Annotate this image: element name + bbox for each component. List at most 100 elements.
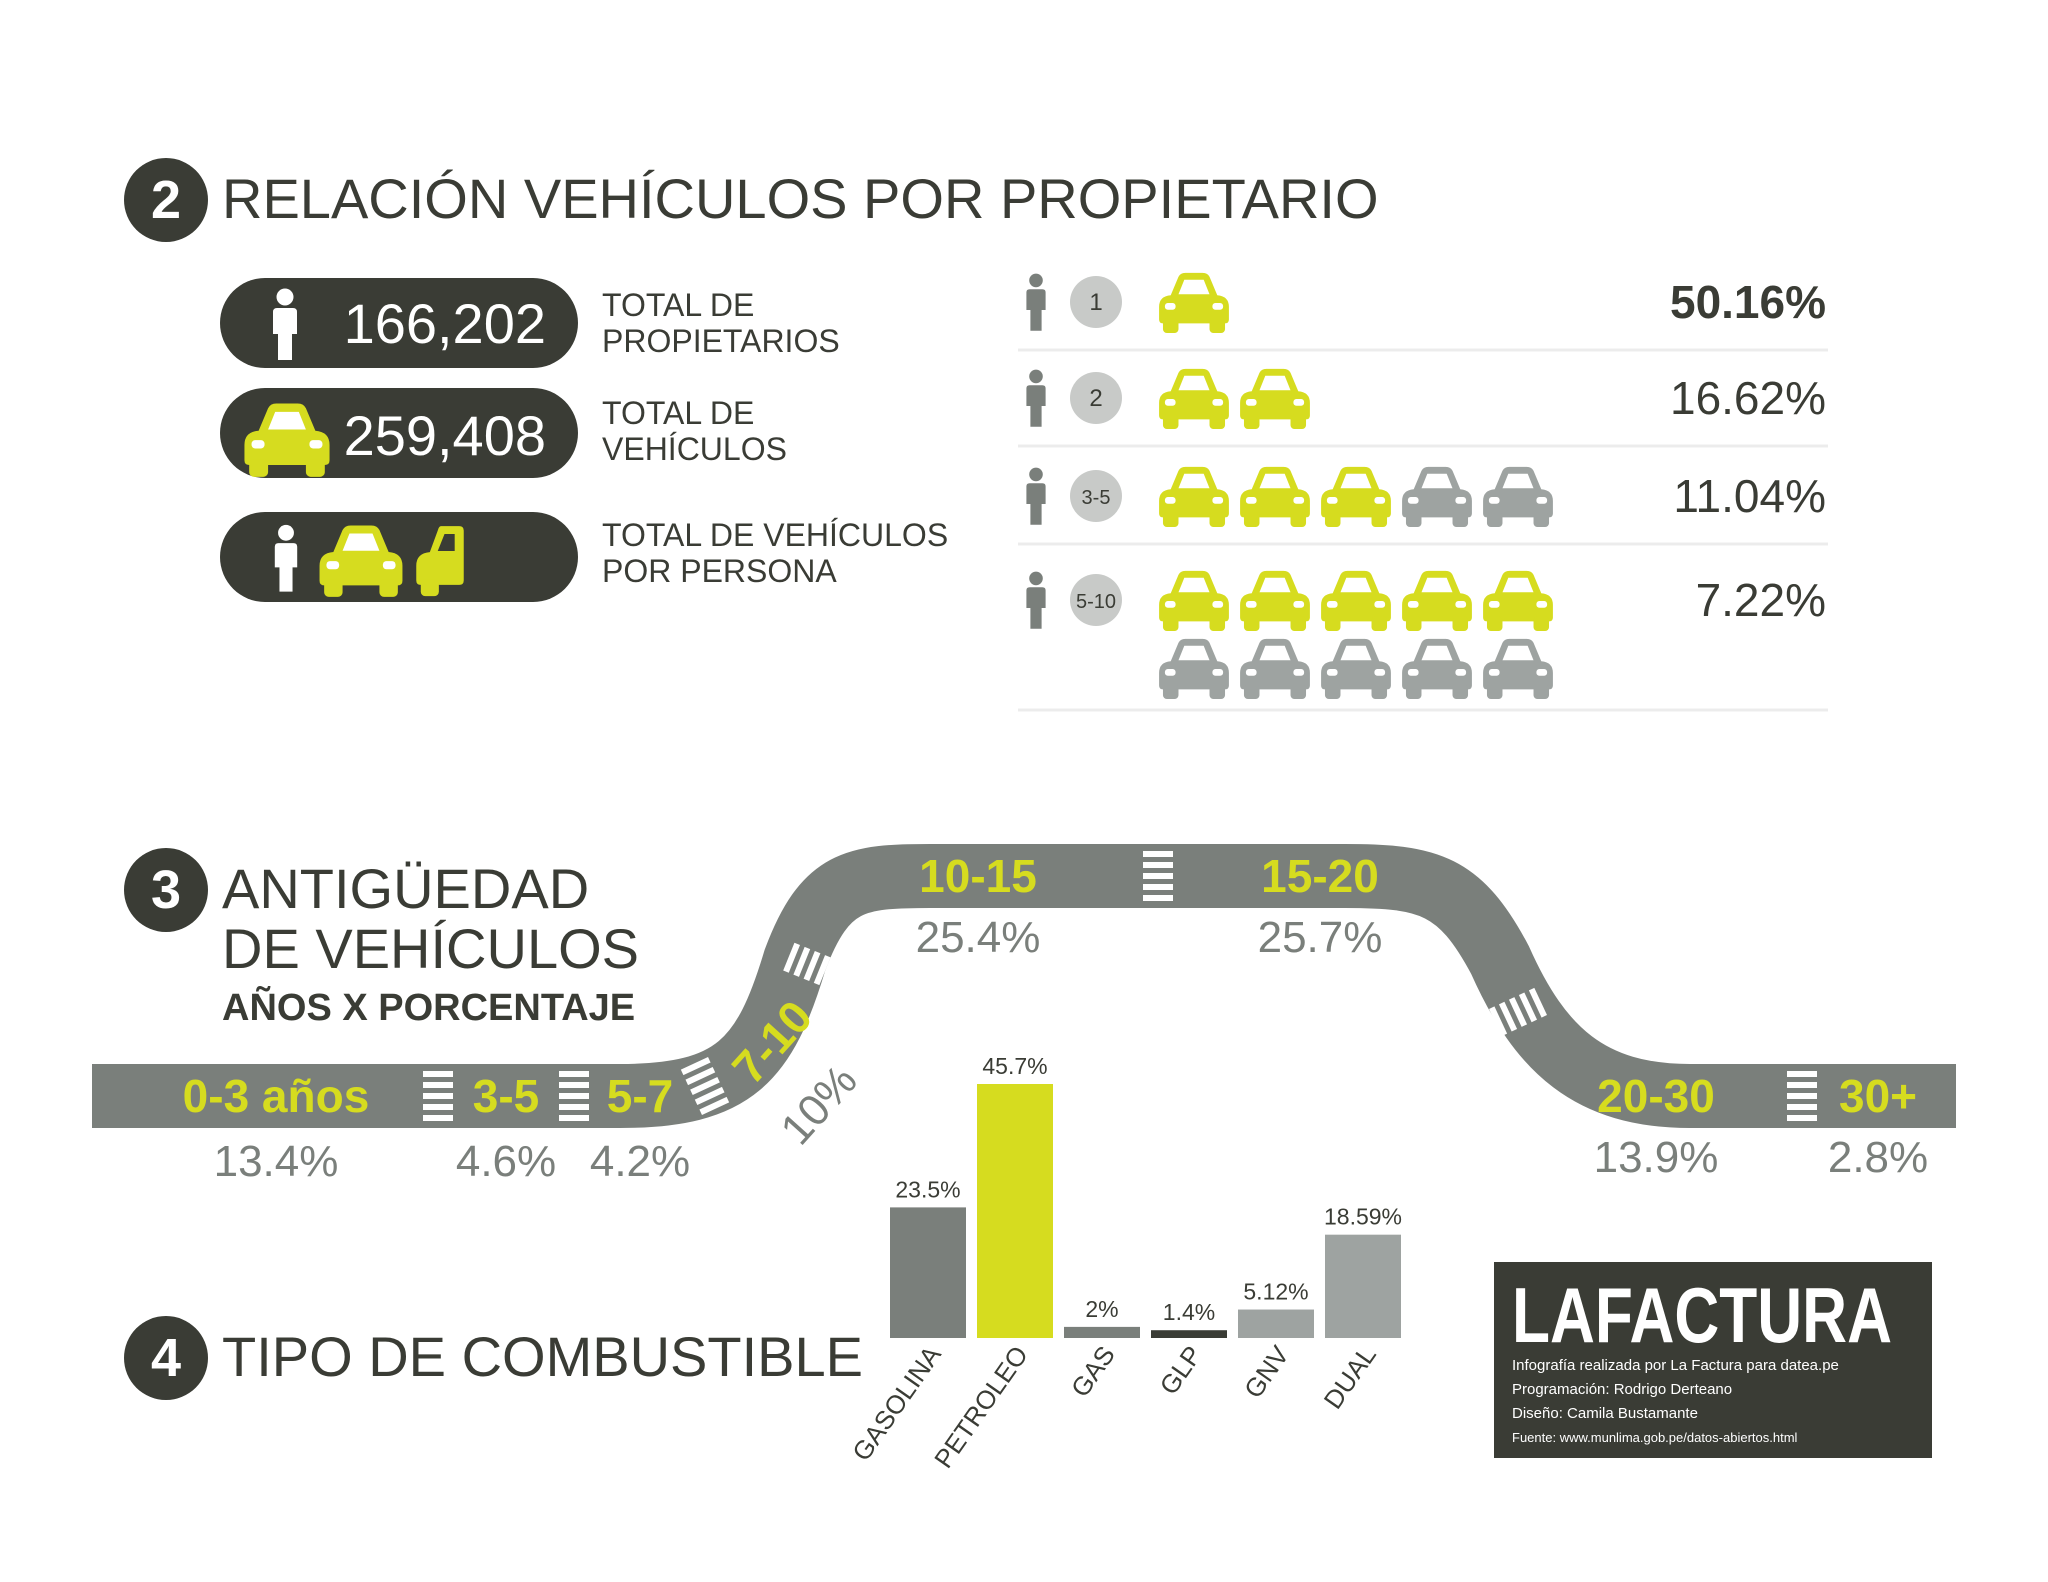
crosswalk-stripe (1518, 992, 1538, 1023)
owner-percent: 11.04% (1673, 470, 1826, 522)
credits-line: Diseño: Camila Bustamante (1512, 1405, 1698, 1422)
crosswalk-stripe (1787, 1082, 1817, 1088)
section3-title-line1: ANTIGÜEDAD (222, 857, 589, 920)
crosswalk-stripe (1143, 895, 1173, 901)
vehicle-icon (1321, 638, 1391, 700)
crosswalk (783, 942, 841, 990)
owner-percent: 16.62% (1670, 372, 1826, 424)
owner-count-label: 3-5 (1082, 487, 1111, 509)
crosswalk-stripe (699, 1096, 730, 1115)
fuel-bar (890, 1207, 966, 1338)
stat-label-line2: POR PERSONA (602, 553, 837, 589)
vehicle-icon (1402, 638, 1472, 700)
crosswalk-stripe (680, 1057, 711, 1076)
crosswalk-stripe (1143, 884, 1173, 890)
crosswalk (559, 1071, 589, 1121)
section2-title: RELACIÓN VEHÍCULOS POR PROPIETARIO (222, 167, 1379, 230)
crosswalk-stripe (1143, 862, 1173, 868)
crosswalk-stripe (1498, 1001, 1518, 1032)
age-percent-label: 13.9% (1594, 1133, 1719, 1182)
crosswalk-stripe (685, 1066, 716, 1086)
owner-count-badge (1070, 574, 1122, 626)
stat-total-owners: 166,202 TOTAL DE PROPIETARIOS (220, 278, 840, 368)
age-range-label: 0-3 años (183, 1070, 370, 1122)
vehicle-icon (1402, 570, 1472, 632)
age-range-label: 3-5 (473, 1070, 539, 1122)
age-percent-label: 4.6% (456, 1137, 556, 1186)
fuel-bar (1238, 1309, 1314, 1338)
vehicle-icon (1402, 466, 1472, 528)
vehicle-icon (1240, 570, 1310, 632)
owner-percent: 50.16% (1670, 276, 1826, 328)
stat-value: 259,408 (344, 404, 546, 467)
stat-value: 166,202 (344, 292, 546, 355)
crosswalk-stripe (823, 959, 841, 990)
owner-person-icon (1026, 467, 1046, 525)
credits-background (1494, 1262, 1932, 1458)
crosswalk-stripe (690, 1076, 720, 1096)
fuel-category-label: GNV (1238, 1340, 1295, 1404)
crosswalk-stripe (559, 1093, 589, 1099)
section4-title: TIPO DE COMBUSTIBLE (222, 1325, 863, 1388)
road-crosswalks (423, 851, 1817, 1121)
crosswalk (1787, 1071, 1817, 1121)
crosswalk-stripe (423, 1082, 453, 1088)
vehicle-icon (1159, 466, 1229, 528)
crosswalk-stripe (1787, 1071, 1817, 1077)
crosswalk-stripe (423, 1093, 453, 1099)
fuel-bar-value: 18.59% (1324, 1204, 1402, 1230)
vehicle-icon (1159, 570, 1229, 632)
owner-count-label: 5-10 (1076, 591, 1116, 613)
crosswalk-stripe (1508, 997, 1528, 1027)
stat-label-line1: TOTAL DE VEHÍCULOS (602, 517, 948, 553)
stat-label-line1: TOTAL DE (602, 287, 754, 323)
credits-line: Infografía realizada por La Factura para… (1512, 1357, 1839, 1374)
age-percent-label: 2.8% (1828, 1133, 1928, 1182)
age-percent-label: 10% (771, 1056, 866, 1154)
fuel-bar (1151, 1330, 1227, 1338)
crosswalk-stripe (813, 955, 831, 986)
fuel-bar-value: 45.7% (982, 1053, 1047, 1079)
fuel-bar (1064, 1326, 1140, 1338)
crosswalk-stripe (694, 1086, 725, 1106)
stat-label-line1: TOTAL DE (602, 395, 754, 431)
section3-number: 3 (151, 860, 181, 920)
age-range-label: 5-7 (607, 1070, 673, 1122)
crosswalk-stripe (1143, 873, 1173, 879)
crosswalk-stripe (1787, 1093, 1817, 1099)
vehicle-icon (1159, 368, 1229, 430)
crosswalk (1489, 987, 1547, 1037)
section3-title-line2: DE VEHÍCULOS (222, 917, 639, 980)
crosswalk-stripe (559, 1071, 589, 1077)
age-road (92, 844, 1956, 1128)
credits-line: Programación: Rodrigo Derteano (1512, 1381, 1732, 1398)
crosswalk-stripe (1787, 1104, 1817, 1110)
fuel-bar-value: 23.5% (895, 1176, 960, 1202)
crosswalk (680, 1057, 730, 1115)
stat-vehicles-per-person: TOTAL DE VEHÍCULOS POR PERSONA (220, 512, 948, 602)
vehicle-icon (1240, 368, 1310, 430)
crosswalk-stripe (1143, 851, 1173, 857)
fuel-bar (1325, 1234, 1401, 1338)
owner-count-badge (1070, 470, 1122, 522)
fuel-bar-chart: 23.5%GASOLINA45.7%PETROLEO2%GAS1.4%GLP5.… (846, 1053, 1402, 1473)
fuel-category-label: GAS (1065, 1340, 1121, 1402)
crosswalk-stripe (1787, 1115, 1817, 1121)
fuel-bar-value: 2% (1085, 1296, 1118, 1322)
vehicle-icon (1159, 272, 1229, 334)
section2-number-badge (124, 158, 208, 242)
stat-pill (220, 278, 578, 368)
crosswalk-stripe (1489, 1006, 1508, 1037)
owner-count-badge (1070, 372, 1122, 424)
crosswalk-stripe (423, 1115, 453, 1121)
vehicle-icon (1483, 466, 1553, 528)
fuel-category-label: GLP (1153, 1340, 1207, 1400)
crosswalk-stripe (1528, 987, 1547, 1018)
section4-number-badge (124, 1316, 208, 1400)
vehicle-icon (1483, 570, 1553, 632)
crosswalk-stripe (559, 1082, 589, 1088)
age-percent-label: 13.4% (214, 1137, 339, 1186)
crosswalk-stripe (783, 942, 801, 973)
crosswalk-stripe (803, 950, 821, 982)
